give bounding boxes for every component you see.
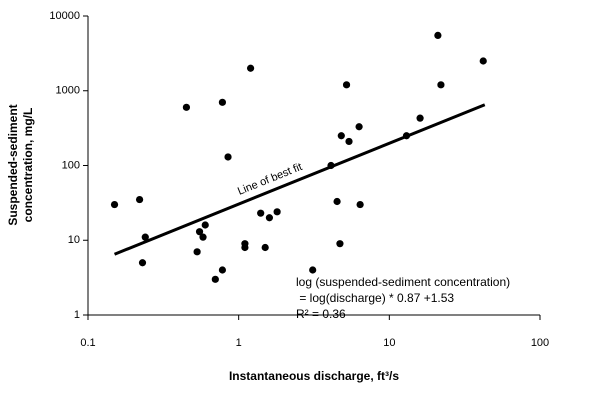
point <box>402 132 411 140</box>
point <box>356 200 364 209</box>
point <box>261 243 269 252</box>
point <box>241 243 249 252</box>
point <box>336 240 344 248</box>
point <box>355 123 363 131</box>
x-tick-label: 0.1 <box>80 337 95 349</box>
point <box>193 248 201 256</box>
point <box>218 98 227 106</box>
point <box>337 132 345 140</box>
point <box>327 161 335 170</box>
point <box>195 228 204 236</box>
point <box>135 195 144 204</box>
annotation: = log(discharge) * 0.87 +1.53 <box>296 291 454 305</box>
point <box>309 266 317 274</box>
point <box>199 233 207 241</box>
x-tick-label: 100 <box>531 337 549 349</box>
annotation: R² = 0.36 <box>296 307 346 321</box>
y-tick-label: 1000 <box>56 85 80 97</box>
point <box>141 233 149 241</box>
point <box>224 153 232 161</box>
y-tick-label: 10 <box>68 234 80 246</box>
fit-line <box>113 103 486 256</box>
point <box>416 114 424 122</box>
y-axis-label: Suspended-sediment <box>6 104 20 225</box>
x-axis-label: Instantaneous discharge, ft³/s <box>229 369 399 383</box>
point <box>246 64 255 72</box>
y-axis-label: concentration, mg/L <box>21 108 35 223</box>
point <box>333 197 341 206</box>
y-tick-label: 10000 <box>49 10 80 22</box>
annotation: log (suspended-sediment concentration) <box>296 275 510 289</box>
point <box>265 214 274 222</box>
point <box>437 81 445 89</box>
point <box>479 57 487 65</box>
point <box>257 209 265 217</box>
point <box>110 200 119 209</box>
point <box>201 221 209 229</box>
y-tick-label: 100 <box>62 159 80 171</box>
point <box>342 81 351 89</box>
point <box>182 103 191 111</box>
point <box>345 137 353 146</box>
point <box>273 208 281 216</box>
x-tick-label: 10 <box>383 337 395 349</box>
point <box>138 259 147 267</box>
point <box>434 31 442 40</box>
point <box>218 266 227 274</box>
x-tick-label: 1 <box>236 337 242 349</box>
point <box>211 275 219 283</box>
y-tick-label: 1 <box>74 309 80 321</box>
